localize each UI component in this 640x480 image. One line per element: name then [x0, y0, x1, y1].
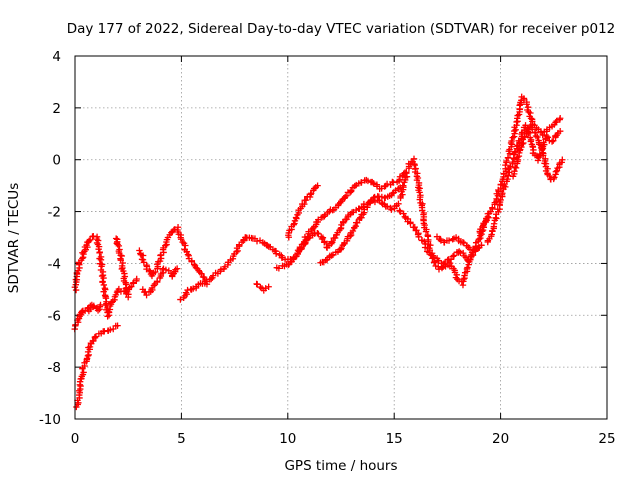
data-point [96, 250, 102, 256]
series-track-9 [243, 197, 402, 265]
y-tick-label: -6 [48, 308, 61, 324]
sdtvar-chart: Day 177 of 2022, Sidereal Day-to-day VTE… [0, 0, 640, 480]
data-point [136, 247, 142, 253]
y-tick-label: 0 [52, 153, 61, 169]
data-points [72, 94, 566, 411]
x-tick-label: 10 [279, 431, 296, 447]
series-track-2 [72, 302, 104, 333]
data-point [329, 239, 335, 245]
y-tick-label: -8 [48, 360, 61, 376]
series-track-13 [253, 281, 271, 294]
x-tick-label: 5 [177, 431, 186, 447]
x-axis-label: GPS time / hours [284, 458, 397, 474]
data-point [265, 284, 271, 290]
series-track-8 [177, 234, 248, 302]
y-tick-label: -10 [39, 412, 61, 428]
x-tick-label: 0 [71, 431, 80, 447]
series-track-6 [136, 224, 210, 287]
y-tick-label: 2 [52, 101, 61, 117]
data-point [98, 257, 104, 263]
x-tick-label: 20 [492, 431, 509, 447]
y-tick-label: -4 [48, 256, 61, 272]
y-tick-label: 4 [52, 49, 61, 65]
x-tick-label: 25 [598, 431, 615, 447]
series-track-17 [477, 94, 564, 236]
y-axis-label: SDTVAR / TECUs [6, 183, 22, 293]
y-tick-label: -2 [48, 205, 61, 221]
series-track-7 [140, 265, 181, 298]
x-tick-label: 15 [386, 431, 403, 447]
series-track-3 [73, 322, 121, 410]
chart-title: Day 177 of 2022, Sidereal Day-to-day VTE… [67, 21, 616, 37]
series-track-12 [317, 182, 406, 266]
